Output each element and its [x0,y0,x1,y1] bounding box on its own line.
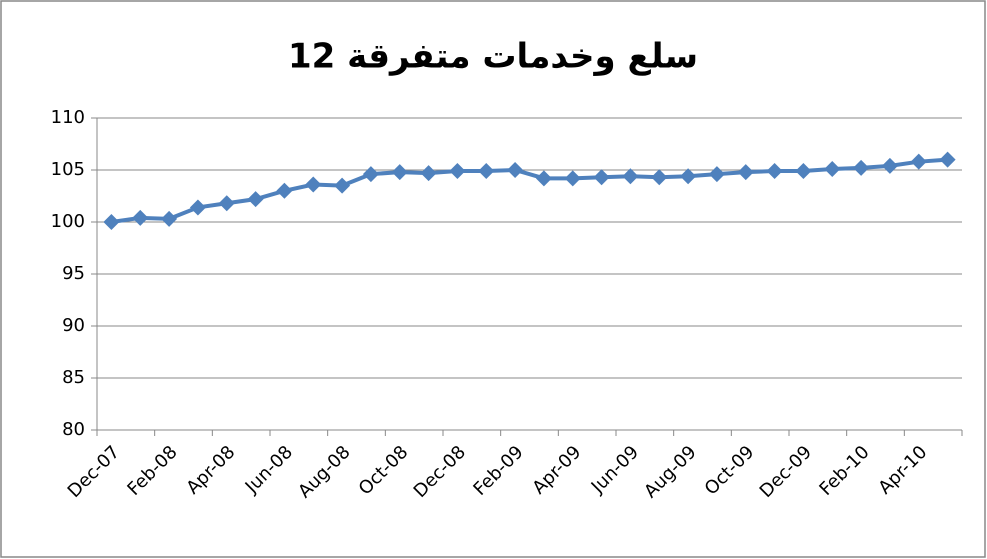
y-tick-label: 95 [62,263,85,284]
data-point [708,166,725,183]
data-point [478,163,495,180]
data-point [247,191,264,208]
data-point [564,170,581,187]
data-point [651,169,668,186]
data-point [391,164,408,181]
data-point [132,209,149,226]
data-point [507,162,524,178]
data-point [593,169,610,186]
data-point [305,176,322,193]
data-point [939,151,956,168]
data-point [362,166,379,183]
y-tick-label: 105 [51,159,85,180]
y-tick-label: 80 [62,419,85,440]
data-point [766,163,783,180]
y-tick-label: 110 [51,107,85,128]
y-tick-label: 100 [51,211,85,232]
data-point [276,182,293,199]
y-tick-label: 90 [62,315,85,336]
data-point [881,157,898,174]
data-point [824,160,841,177]
data-point [218,195,235,212]
data-point [189,199,206,216]
data-point [680,168,697,185]
data-point [622,168,639,185]
data-point [853,159,870,176]
data-point [910,153,927,170]
data-point [420,165,437,182]
data-point [737,164,754,181]
y-tick-label: 85 [62,367,85,388]
data-point [535,170,552,187]
data-point [161,210,178,227]
data-point [334,177,351,194]
data-point [449,163,466,180]
chart-title: سلع وخدمات متفرقة 12 [288,37,698,77]
data-point [795,163,812,180]
data-point [103,214,120,230]
